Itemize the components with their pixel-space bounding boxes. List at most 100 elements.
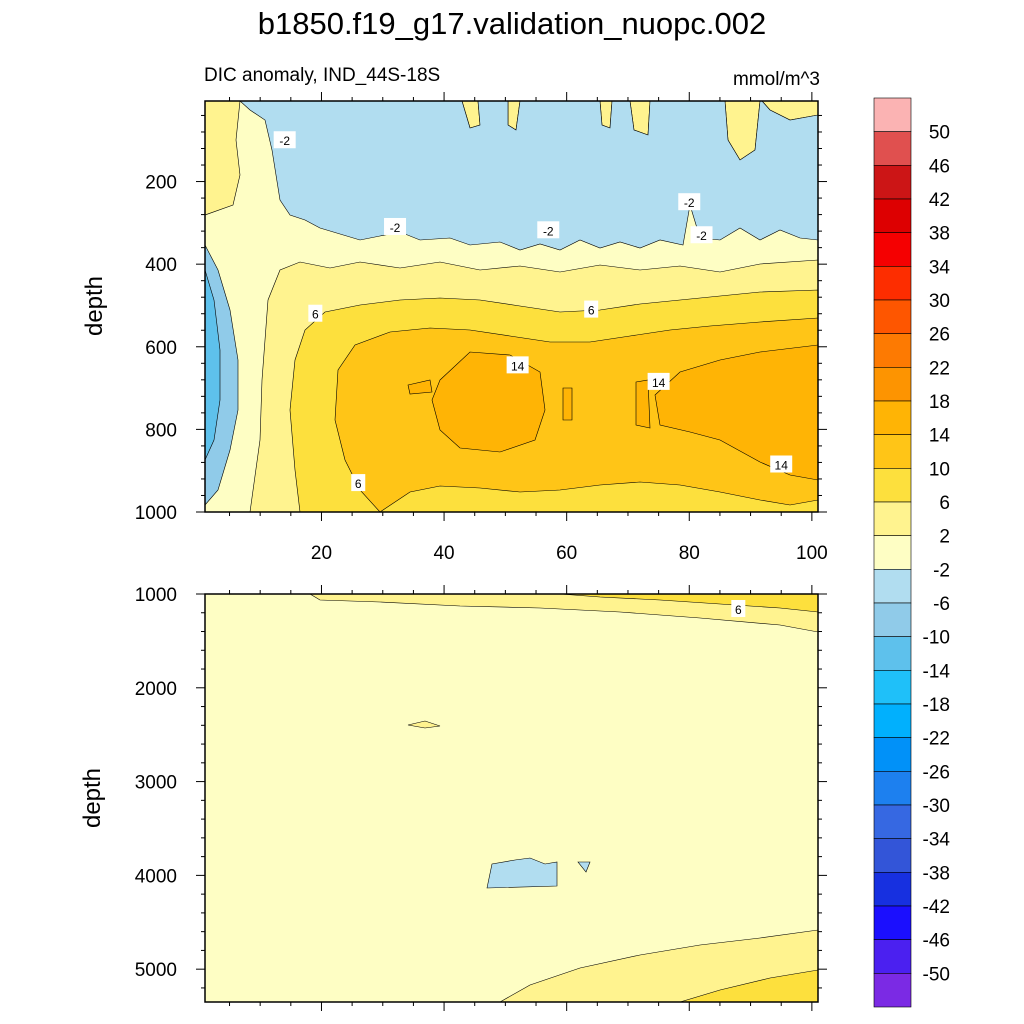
- colorbar-label: 10: [929, 459, 950, 480]
- colorbar-label: -18: [923, 695, 950, 716]
- contour-label-text: 6: [588, 304, 595, 318]
- colorbar-swatch: [873, 400, 912, 435]
- colorbar-swatch: [873, 973, 912, 1008]
- colorbar-label: -26: [923, 762, 950, 783]
- colorbar-label: -30: [923, 796, 950, 817]
- contour-label: 6: [731, 600, 746, 618]
- contour-label: 14: [770, 455, 793, 473]
- bottom-region-bottom-2: [499, 929, 818, 1002]
- colorbar-swatch: [873, 266, 912, 301]
- top-y-tick-label: 1000: [135, 503, 177, 524]
- contour-label-text: -2: [543, 224, 554, 238]
- colorbar-label: -34: [923, 830, 951, 851]
- contour-label-text: 14: [652, 376, 666, 390]
- contour-label-text: 14: [775, 458, 789, 472]
- top-region-positive-2: [205, 101, 241, 216]
- top-y-tick-label: 400: [145, 255, 177, 276]
- colorbar-label: -2: [933, 560, 950, 581]
- colorbar-swatch: [873, 131, 912, 166]
- contour-label-text: 6: [355, 477, 362, 491]
- colorbar-swatch: [873, 97, 912, 132]
- bottom-plot-frame: [204, 593, 819, 1003]
- bottom-y-tick-label: 2000: [135, 679, 177, 700]
- colorbar-swatch: [873, 737, 912, 772]
- colorbar-swatch: [873, 535, 912, 570]
- colorbar-label: -46: [923, 931, 950, 952]
- chart-subtitle-right: mmol/m^3: [733, 69, 820, 90]
- contour-label: 6: [351, 474, 366, 492]
- top-region-14-west: [431, 351, 546, 453]
- bottom-y-tick-label: 4000: [135, 866, 177, 887]
- colorbar-label: 2: [939, 527, 950, 548]
- x-tick-label: 40: [433, 543, 454, 564]
- colorbar-label: 34: [929, 257, 951, 278]
- bottom-region-small-2: [407, 720, 441, 729]
- colorbar-swatch: [873, 838, 912, 873]
- top-region-14-small: [407, 379, 651, 429]
- bottom-y-tick-label: 3000: [135, 773, 177, 794]
- contour-label-text: 6: [735, 603, 742, 617]
- contour-label-text: -2: [390, 221, 401, 235]
- colorbar-label: 50: [929, 123, 950, 144]
- colorbar-swatch: [873, 434, 912, 469]
- colorbar-swatch: [873, 232, 912, 267]
- bottom-y-axis-label: depth: [79, 768, 106, 828]
- contour-label: 6: [308, 304, 323, 322]
- top-y-tick-label: 200: [145, 173, 177, 194]
- contour-label: 6: [584, 300, 599, 318]
- contour-label-text: -2: [684, 196, 695, 210]
- bottom-y-tick-label: 5000: [135, 960, 177, 981]
- colorbar-swatch: [873, 872, 912, 907]
- contour-label: -2: [384, 217, 407, 235]
- contour-label-text: 14: [511, 359, 525, 373]
- colorbar-label: -6: [933, 594, 950, 615]
- x-tick-label: 80: [679, 543, 700, 564]
- lower-panel: 6 1000 2000 3000 4000 5000 depth: [79, 585, 827, 1011]
- top-y-tick-label: 600: [145, 338, 177, 359]
- colorbar-label: 26: [929, 325, 950, 346]
- upper-panel: -2 -2 -2 -2 -2 6 6 6 14 14 14 20 40 60 80 100 200 400 60…: [81, 92, 828, 564]
- bottom-y-tick-label: 1000: [135, 585, 177, 606]
- colorbar-swatch: [873, 939, 912, 974]
- top-region-negative: [239, 101, 818, 251]
- colorbar-label: -14: [923, 661, 951, 682]
- colorbar-label: -38: [923, 863, 950, 884]
- colorbar-label: -22: [923, 729, 950, 750]
- x-tick-label: 20: [311, 543, 332, 564]
- colorbar-label: 14: [929, 426, 951, 447]
- colorbar-swatch: [873, 299, 912, 334]
- top-plot-frame: [204, 100, 819, 513]
- chart-title: b1850.f19_g17.validation_nuopc.002: [258, 6, 767, 41]
- contour-label-text: -2: [696, 229, 707, 243]
- colorbar-label: 6: [939, 493, 950, 514]
- bottom-region-top-2: [309, 594, 818, 633]
- colorbar-label: 46: [929, 156, 950, 177]
- colorbar-swatch: [873, 501, 912, 536]
- colorbar-swatch: [873, 636, 912, 671]
- colorbar-swatch: [873, 905, 912, 940]
- colorbar-label: 22: [929, 358, 950, 379]
- colorbar-label: 30: [929, 291, 950, 312]
- colorbar-swatch: [873, 670, 912, 705]
- colorbar-label: 38: [929, 224, 950, 245]
- colorbar-label: -10: [923, 628, 950, 649]
- top-region-west-negative-2: [205, 269, 221, 461]
- top-y-axis-label: depth: [81, 276, 108, 336]
- contour-label: -2: [678, 193, 701, 211]
- chart-subtitle-left: DIC anomaly, IND_44S-18S: [204, 65, 440, 86]
- top-region-14-east: [654, 344, 818, 481]
- colorbar: 50 46 42 38 34 30 26 22 18 14 10 6 2 -2 -6 -10 -14 -18 -22…: [873, 97, 951, 1008]
- colorbar-swatch: [873, 569, 912, 604]
- contour-label: -2: [537, 221, 560, 239]
- x-tick-label: 100: [796, 543, 828, 564]
- x-tick-label: 60: [556, 543, 577, 564]
- colorbar-swatch: [873, 602, 912, 637]
- bottom-region-bottom-6: [679, 969, 818, 1002]
- contour-label-text: 6: [312, 308, 319, 322]
- colorbar-swatch: [873, 367, 912, 402]
- colorbar-label: -50: [923, 964, 950, 985]
- contour-label: 14: [506, 356, 529, 374]
- colorbar-label: 18: [929, 392, 950, 413]
- contour-label-text: -2: [279, 134, 290, 148]
